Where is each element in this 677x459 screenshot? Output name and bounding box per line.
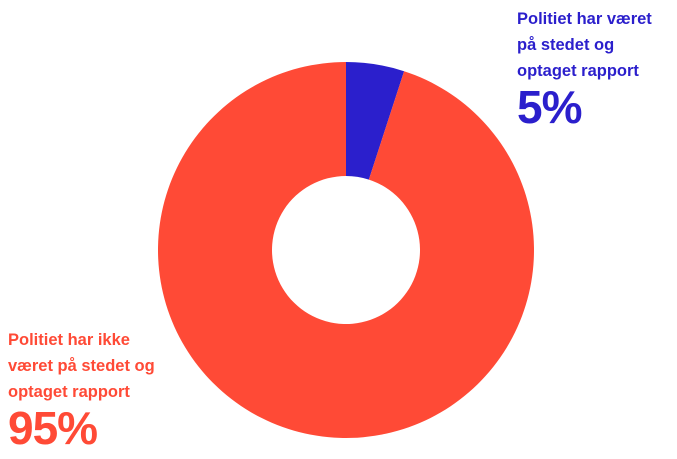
slice-label-line: optaget rapport: [517, 62, 639, 80]
donut-slice-0: [346, 62, 405, 180]
slice-label-police-not-reported: Politiet har ikke været på stedet og opt…: [8, 327, 155, 451]
slice-label-line: været på stedet og: [8, 357, 155, 375]
slice-label-line: på stedet og: [517, 36, 615, 54]
slice-label-police-reported: Politiet har været på stedet og optaget …: [517, 6, 652, 130]
slice-label-line: Politiet har ikke: [8, 331, 130, 349]
donut-slice-1: [157, 62, 534, 439]
slice-label-line: Politiet har været: [517, 10, 652, 28]
slice-percent-label: 5%: [517, 81, 582, 133]
slice-percent-label: 95%: [8, 402, 98, 454]
slice-label-line: optaget rapport: [8, 383, 130, 401]
